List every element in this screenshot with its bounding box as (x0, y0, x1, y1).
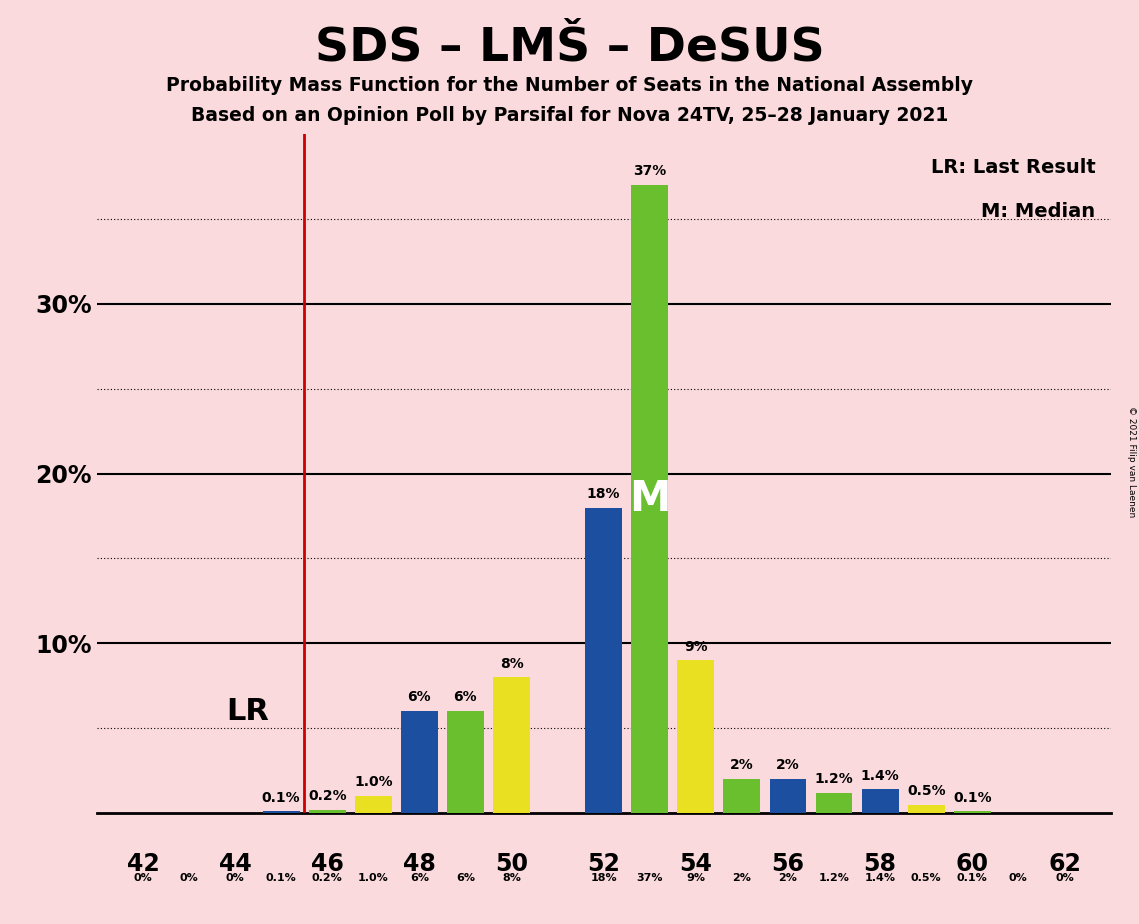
Bar (816, 793, 852, 813)
Text: 1.4%: 1.4% (865, 872, 895, 882)
Text: 2%: 2% (776, 759, 800, 772)
Bar (309, 809, 345, 813)
Bar (401, 711, 437, 813)
Text: M: M (629, 478, 671, 520)
Text: LR: Last Result: LR: Last Result (931, 158, 1096, 176)
Text: 0.1%: 0.1% (953, 791, 992, 805)
Text: 18%: 18% (587, 487, 621, 501)
Text: 9%: 9% (685, 639, 707, 653)
Bar (263, 811, 300, 813)
Text: 2%: 2% (779, 872, 797, 882)
Text: 0%: 0% (180, 872, 198, 882)
Bar (770, 779, 806, 813)
Text: SDS – LMŠ – DeSUS: SDS – LMŠ – DeSUS (314, 26, 825, 71)
Bar (446, 711, 484, 813)
Text: 1.2%: 1.2% (819, 872, 850, 882)
Text: 0%: 0% (133, 872, 153, 882)
Text: 1.0%: 1.0% (358, 872, 388, 882)
Text: M: Median: M: Median (981, 202, 1096, 221)
Text: 0%: 0% (226, 872, 245, 882)
Text: 8%: 8% (500, 656, 524, 671)
Text: Probability Mass Function for the Number of Seats in the National Assembly: Probability Mass Function for the Number… (166, 76, 973, 95)
Bar (678, 661, 714, 813)
Text: 6%: 6% (453, 690, 477, 704)
Text: 37%: 37% (633, 164, 666, 178)
Text: 0.1%: 0.1% (957, 872, 988, 882)
Text: 0%: 0% (1055, 872, 1074, 882)
Text: 9%: 9% (687, 872, 705, 882)
Text: 2%: 2% (732, 872, 752, 882)
Bar (953, 811, 991, 813)
Text: 0.1%: 0.1% (262, 791, 301, 805)
Text: © 2021 Filip van Laenen: © 2021 Filip van Laenen (1126, 407, 1136, 517)
Bar (908, 805, 944, 813)
Text: 0.5%: 0.5% (907, 784, 945, 797)
Text: 0.5%: 0.5% (911, 872, 942, 882)
Bar (493, 677, 530, 813)
Bar (355, 796, 392, 813)
Bar (862, 789, 899, 813)
Text: LR: LR (226, 697, 269, 725)
Text: 1.2%: 1.2% (814, 772, 853, 786)
Text: 6%: 6% (456, 872, 475, 882)
Text: 0.2%: 0.2% (308, 789, 346, 803)
Text: 1.0%: 1.0% (354, 775, 393, 789)
Text: 6%: 6% (410, 872, 429, 882)
Text: 18%: 18% (590, 872, 617, 882)
Text: 1.4%: 1.4% (861, 769, 900, 783)
Text: 0.2%: 0.2% (312, 872, 343, 882)
Text: 2%: 2% (730, 759, 754, 772)
Text: Based on an Opinion Poll by Parsifal for Nova 24TV, 25–28 January 2021: Based on an Opinion Poll by Parsifal for… (191, 106, 948, 126)
Text: 6%: 6% (408, 690, 432, 704)
Text: 8%: 8% (502, 872, 521, 882)
Text: 0%: 0% (1009, 872, 1027, 882)
Bar (723, 779, 761, 813)
Bar (631, 185, 669, 813)
Bar (585, 507, 622, 813)
Text: 0.1%: 0.1% (265, 872, 296, 882)
Text: 37%: 37% (637, 872, 663, 882)
